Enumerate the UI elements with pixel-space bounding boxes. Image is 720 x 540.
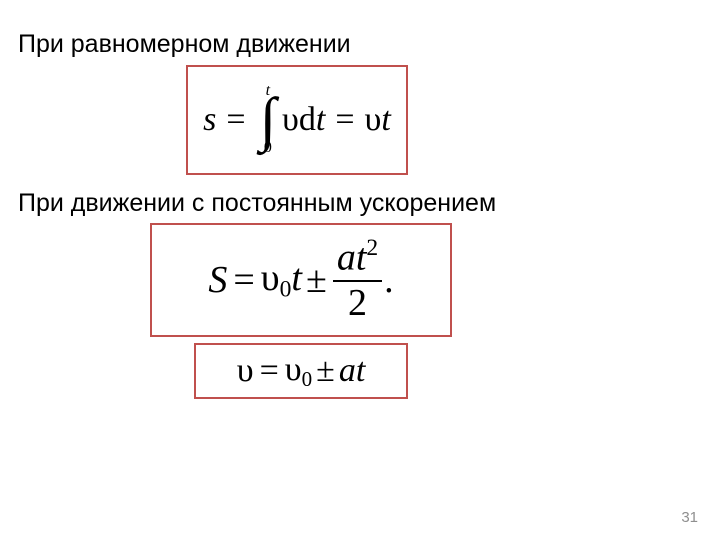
rhs-v: υ: [365, 101, 382, 138]
f1-lhs: s: [203, 101, 216, 139]
period: .: [384, 258, 394, 302]
slide-content: При равномерном движении s = t ∫ 0 υdt =…: [0, 0, 720, 399]
t-var: t: [291, 257, 302, 299]
num-exp: 2: [366, 235, 378, 261]
v0-symbol: υ: [285, 351, 302, 388]
integrand-v: υ: [282, 101, 299, 138]
equals-sign: =: [226, 101, 245, 139]
formula-velocity-accel: υ = υ0 ± at: [194, 343, 408, 399]
num-t: t: [356, 236, 367, 278]
a-var: a: [339, 352, 356, 389]
caption-constant-acceleration: При движении с постоянным ускорением: [18, 187, 702, 220]
equals-sign: =: [233, 258, 254, 302]
int-lower: 0: [264, 140, 272, 156]
plus-minus-sign: ±: [316, 352, 335, 390]
dvar-t: t: [316, 101, 325, 138]
v0-symbol: υ: [261, 257, 280, 299]
integral-symbol: t ∫ 0: [260, 83, 276, 156]
fraction-at2-over-2: at2 2: [333, 236, 382, 324]
equals-sign: =: [335, 101, 354, 139]
f2-lhs: S: [208, 258, 227, 302]
num-a: a: [337, 236, 356, 278]
equals-sign: =: [260, 352, 279, 390]
denominator: 2: [344, 284, 371, 324]
v0-subscript: 0: [302, 366, 313, 390]
differential-d: d: [299, 101, 316, 138]
rhs-t: t: [381, 101, 390, 138]
v0-subscript: 0: [280, 277, 292, 303]
plus-minus-sign: ±: [306, 258, 327, 302]
formula-displacement-accel: S = υ0t ± at2 2 .: [150, 223, 452, 337]
t-var: t: [356, 352, 365, 389]
f3-lhs: υ: [237, 352, 254, 390]
caption-uniform-motion: При равномерном движении: [18, 28, 702, 61]
formula-uniform-motion: s = t ∫ 0 υdt = υt: [186, 65, 408, 175]
page-number: 31: [681, 509, 698, 526]
